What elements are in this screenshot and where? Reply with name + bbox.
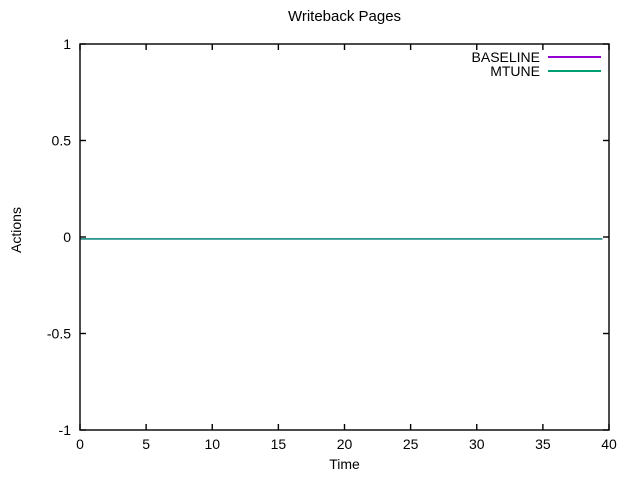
plot-border [79,43,610,431]
chart-title: Writeback Pages [287,8,402,25]
legend-label: BASELINE [471,49,540,65]
x-tick-label: 25 [403,436,419,452]
x-tick-label: 40 [601,436,617,452]
y-tick-label: 1 [63,36,71,52]
x-tick-label: 0 [76,436,84,452]
legend-entry-baseline: BASELINE [380,50,601,64]
legend: BASELINE MTUNE [380,50,601,78]
legend-line-sample [548,56,601,58]
y-tick-label: 0 [63,229,71,245]
y-tick-label: -1 [59,422,72,438]
x-tick-label: 30 [469,436,485,452]
x-axis-label: Time [329,456,360,472]
legend-entry-mtune: MTUNE [380,64,601,78]
legend-line-sample [548,70,601,72]
x-tick-label: 5 [142,436,150,452]
x-tick-label: 10 [204,436,220,452]
legend-label: MTUNE [490,63,540,79]
x-tick-label: 35 [535,436,551,452]
y-tick-label: -0.5 [47,326,71,342]
x-tick-label: 15 [271,436,287,452]
x-tick-label: 20 [337,436,353,452]
y-tick-label: 0.5 [52,133,72,149]
